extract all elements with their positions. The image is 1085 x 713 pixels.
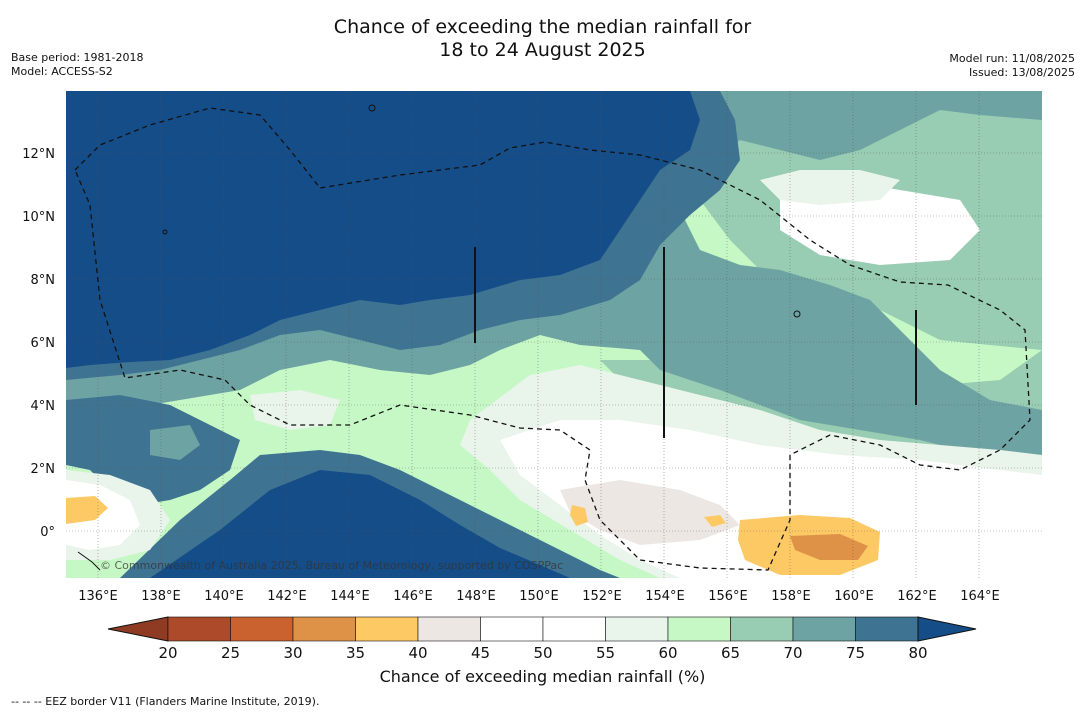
colorbar-tick: 65 (721, 644, 740, 662)
colorbar-tick: 75 (846, 644, 865, 662)
colorbar-segment (542, 616, 606, 642)
lon-label: 144°E (330, 589, 370, 604)
lat-label: 12°N (22, 147, 55, 162)
lat-label: 6°N (31, 336, 56, 351)
lon-label: 140°E (204, 589, 244, 604)
longitude-labels: 136°E 138°E 140°E 142°E 144°E 146°E 148°E 150°E… (78, 589, 1000, 604)
watermark: © Commonwealth of Australia 2025, Bureau… (100, 559, 563, 572)
colorbar-tick: 20 (158, 644, 177, 662)
model-name: Model: ACCESS-S2 (11, 65, 113, 78)
title-line-1: Chance of exceeding the median rainfall … (333, 16, 752, 38)
colorbar-tick: 40 (408, 644, 427, 662)
model-run: Model run: 11/08/2025 (949, 52, 1075, 65)
lon-label: 146°E (393, 589, 433, 604)
lon-label: 162°E (897, 589, 937, 604)
title-line-2: 18 to 24 August 2025 (439, 39, 646, 61)
colorbar-tick: 25 (221, 644, 240, 662)
colorbar-arrow-high (917, 616, 977, 642)
lat-label: 8°N (31, 273, 56, 288)
colorbar-tick: 30 (283, 644, 302, 662)
colorbar-segment (667, 616, 731, 642)
boundary-lines (474, 247, 917, 438)
colorbar-arrow-low (107, 616, 169, 642)
lon-label: 148°E (456, 589, 496, 604)
colorbar-segment (730, 616, 794, 642)
lon-label: 138°E (141, 589, 181, 604)
colorbar-tick: 70 (783, 644, 802, 662)
colorbar-label: Chance of exceeding median rainfall (%) (379, 667, 706, 686)
eez-footnote: -- -- -- EEZ border V11 (Flanders Marine… (11, 695, 320, 708)
graticule (66, 91, 1042, 578)
colorbar-segment (480, 616, 544, 642)
meta-left: Base period: 1981-2018 Model: ACCESS-S2 (11, 51, 143, 79)
colorbar-tick: 45 (471, 644, 490, 662)
lon-label: 164°E (960, 589, 1000, 604)
lon-label: 142°E (267, 589, 307, 604)
lon-label: 160°E (834, 589, 874, 604)
colorbar-tick: 55 (596, 644, 615, 662)
eez-border (74, 107, 1031, 571)
lon-label: 158°E (771, 589, 811, 604)
colorbar-legend: 20 25 30 35 40 45 50 55 60 65 70 75 80 (107, 616, 977, 662)
colorbar-segment (855, 616, 919, 642)
base-period: Base period: 1981-2018 (11, 51, 144, 64)
colorbar-segment (230, 616, 294, 642)
colorbar-segment (417, 616, 481, 642)
lon-label: 152°E (582, 589, 622, 604)
colorbar-tick: 60 (658, 644, 677, 662)
lat-label: 10°N (22, 210, 55, 225)
islands (77, 104, 801, 571)
latitude-labels: 12°N 10°N 8°N 6°N 4°N 2°N 0° (22, 147, 55, 540)
meta-right: Model run: 11/08/2025 Issued: 13/08/2025 (949, 52, 1075, 80)
lat-label: 2°N (31, 462, 56, 477)
lat-label: 0° (40, 525, 55, 540)
lon-label: 154°E (645, 589, 685, 604)
colorbar-segment (167, 616, 231, 642)
colorbar-tick: 50 (533, 644, 552, 662)
colorbar-segment (292, 616, 356, 642)
lon-label: 136°E (78, 589, 118, 604)
colorbar-tick: 35 (346, 644, 365, 662)
field-40-45 (560, 480, 740, 545)
colorbar-segment (605, 616, 669, 642)
colorbar-segment (792, 616, 856, 642)
map-area: © Commonwealth of Australia 2025, Bureau… (66, 91, 1042, 578)
lon-label: 150°E (519, 589, 559, 604)
field-above-80 (66, 91, 700, 368)
issued-date: Issued: 13/08/2025 (968, 66, 1075, 79)
lon-label: 156°E (708, 589, 748, 604)
colorbar-tick: 80 (908, 644, 927, 662)
lat-label: 4°N (31, 399, 56, 414)
colorbar-segment (355, 616, 419, 642)
